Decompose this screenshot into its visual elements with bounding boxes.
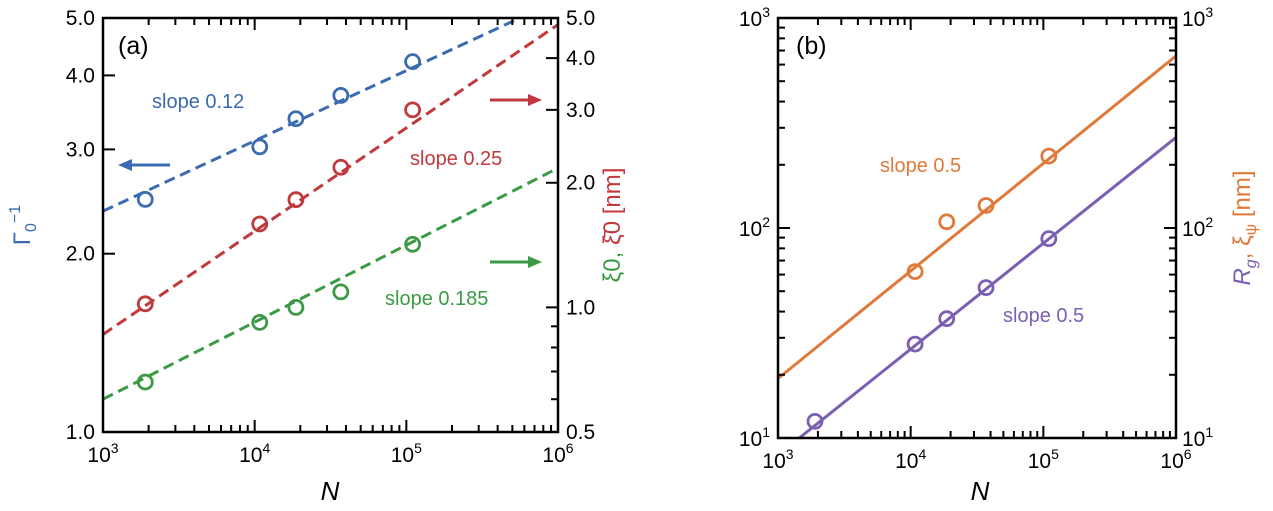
panel-b-x-axis-title: N <box>971 476 990 506</box>
fit-line-blue <box>102 16 521 213</box>
right-y-tick-label: 101 <box>1182 424 1213 451</box>
data-point-green <box>287 298 305 316</box>
data-point-blue <box>287 110 305 128</box>
data-point-orange <box>938 213 956 231</box>
data-point-orange <box>906 263 924 280</box>
left-y-tick-label: 101 <box>739 424 770 451</box>
data-point-blue <box>136 191 154 208</box>
data-point-red <box>251 215 269 233</box>
annotation-slope-red: slope 0.25 <box>410 148 502 170</box>
x-tick-label: 106 <box>1160 446 1191 473</box>
right-y-tick-label: 1.0 <box>566 296 595 319</box>
fit-line-orange <box>778 54 1176 380</box>
right-y-tick-label: 4.0 <box>566 47 595 70</box>
x-tick-label: 105 <box>1028 446 1059 473</box>
data-point-orange <box>1040 147 1058 165</box>
annotation-slope-blue: slope 0.12 <box>152 91 244 113</box>
annotation-slope-orange: slope 0.5 <box>880 155 961 177</box>
left-y-tick-label: 4.0 <box>66 64 95 87</box>
data-point-green <box>404 235 422 253</box>
data-point-green <box>332 283 350 301</box>
right-y-tick-label: 0.5 <box>566 421 595 444</box>
panel-b-frame <box>776 16 1178 440</box>
panel-b-label: (b) <box>796 32 827 60</box>
left-axis-arrow-icon <box>118 159 170 171</box>
x-tick-label: 104 <box>895 446 926 473</box>
panel-b-right-axis-title: Rg, ξψ [nm] <box>1229 170 1260 285</box>
right-axis-arrow-red-icon <box>490 94 542 106</box>
left-y-tick-label: 3.0 <box>66 138 95 161</box>
right-y-tick-label: 5.0 <box>566 7 595 30</box>
data-point-blue <box>251 138 269 156</box>
left-y-tick-label: 2.0 <box>66 243 95 266</box>
x-tick-label: 106 <box>542 440 573 467</box>
panel-a: 103 104 105 106 1.0 2.0 3.0 4.0 5.0 0.5 1.0 2.0 3.0 4… <box>7 7 626 506</box>
data-point-red <box>287 191 305 209</box>
panel-a-label: (a) <box>118 32 149 60</box>
data-point-blue <box>332 87 350 104</box>
panel-a-plot-area <box>102 16 559 401</box>
right-y-tick-label: 3.0 <box>566 99 595 122</box>
right-y-tick-label: 102 <box>1182 214 1213 241</box>
data-point-purple <box>1040 230 1058 248</box>
data-point-purple <box>906 335 924 353</box>
data-point-purple <box>806 412 824 430</box>
data-point-purple <box>938 310 956 328</box>
x-tick-label: 103 <box>762 446 793 473</box>
x-tick-label: 105 <box>391 440 422 467</box>
panel-a-frame <box>101 16 560 434</box>
x-tick-label: 103 <box>87 440 118 467</box>
left-y-tick-label: 5.0 <box>66 7 95 30</box>
annotation-slope-purple: slope 0.5 <box>1003 305 1084 327</box>
data-point-green <box>251 313 269 331</box>
data-point-green <box>136 373 154 391</box>
data-point-purple <box>977 279 995 297</box>
left-y-tick-label: 103 <box>739 4 770 31</box>
panel-a-right-axis-title: ξ0, ξ̄0 [nm] <box>599 168 626 283</box>
panel-a-ticks: 103 104 105 106 1.0 2.0 3.0 4.0 5.0 0.5 1.0 2.0 3.0 4… <box>66 7 595 467</box>
right-y-tick-label: 2.0 <box>566 172 595 195</box>
annotation-slope-green: slope 0.185 <box>385 288 488 310</box>
panel-b-plot-area <box>778 54 1176 438</box>
data-point-blue <box>404 53 422 71</box>
data-point-red <box>332 158 350 176</box>
right-axis-arrow-green-icon <box>490 256 542 268</box>
data-point-orange <box>977 197 995 214</box>
right-y-tick-label: 103 <box>1182 4 1213 31</box>
panel-a-left-axis-title: Γ0−1 <box>7 205 40 245</box>
panel-a-x-axis-title: N <box>321 476 340 506</box>
data-point-red <box>404 101 422 119</box>
left-y-tick-label: 1.0 <box>66 421 95 444</box>
x-tick-label: 104 <box>239 440 270 467</box>
left-y-tick-label: 102 <box>739 214 770 241</box>
fit-line-red <box>102 23 559 336</box>
fit-line-green <box>102 166 559 401</box>
data-point-red <box>136 295 154 313</box>
fit-line-purple <box>796 136 1176 438</box>
